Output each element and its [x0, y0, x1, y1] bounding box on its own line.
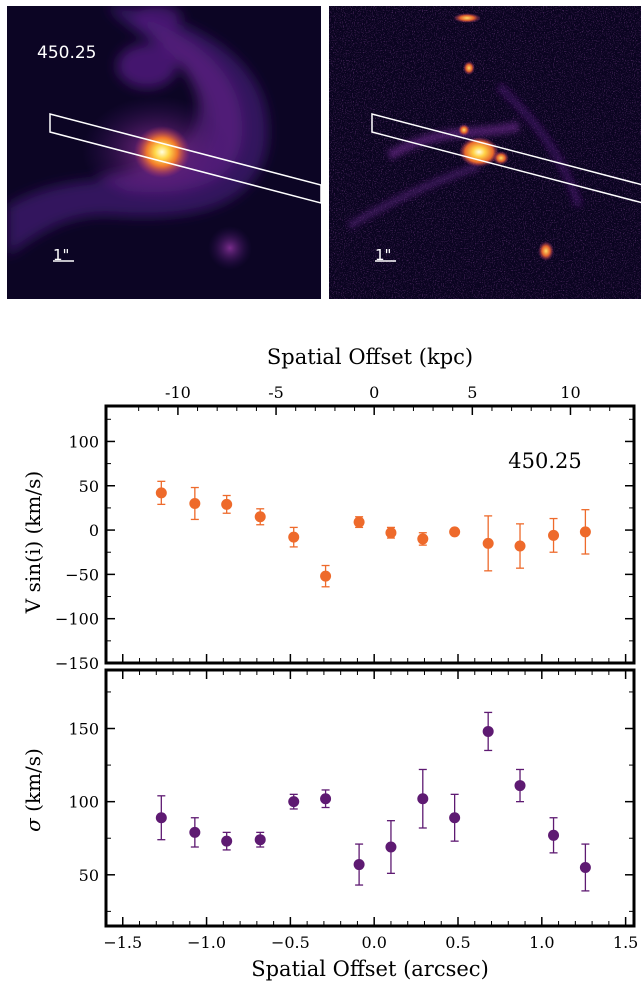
velocity-point	[155, 487, 167, 499]
dispersion-point	[320, 793, 332, 805]
scale-bar-label: 1"	[375, 246, 392, 264]
velocity-point	[482, 537, 494, 549]
knot-2	[458, 124, 470, 136]
velocity-point	[579, 526, 591, 538]
bottom-x-tick-label: −1.5	[103, 933, 142, 952]
velocity-point	[288, 531, 300, 543]
velocity-point	[320, 570, 332, 582]
dispersion-panel: 50 100 150 σ (km/s) −1.5 −1.0 −0.5 0.0 0.5 1.0 1…	[21, 668, 638, 981]
slit-outline	[371, 113, 641, 204]
bottom-x-axis-label: Spatial Offset (arcsec)	[251, 957, 489, 981]
dispersion-point	[482, 725, 494, 737]
velocity-y-tick-label: 100	[68, 432, 99, 451]
velocity-y-tick-label: −100	[55, 610, 99, 629]
arc-features	[346, 83, 583, 230]
bottom-x-tick-label: 1.5	[613, 933, 638, 952]
velocity-point	[353, 516, 365, 528]
velocity-y-tick-label: 0	[89, 521, 99, 540]
bottom-x-tick-label: −0.5	[271, 933, 310, 952]
galaxy-image-left	[7, 6, 321, 299]
galaxy-image-right	[329, 6, 641, 299]
velocity-point	[514, 540, 526, 552]
top-x-tick-label: -5	[268, 383, 284, 402]
dispersion-series	[155, 711, 591, 892]
velocity-point	[548, 529, 560, 541]
image-panel-broadband: 450.25 1"	[7, 6, 321, 299]
top-x-tick-label: 0	[369, 383, 379, 402]
dispersion-point	[385, 841, 397, 853]
arc-top	[453, 13, 481, 23]
velocity-point	[417, 533, 429, 545]
dispersion-point	[514, 780, 526, 792]
dispersion-frame	[104, 668, 636, 928]
slit-outline	[49, 113, 321, 204]
scale-bar-label: 1"	[53, 246, 70, 264]
dispersion-point	[449, 812, 461, 824]
knot-1	[493, 151, 509, 165]
dispersion-point	[417, 793, 429, 805]
dispersion-y-tick-label: 50	[79, 866, 99, 885]
dispersion-y-axis-label: σ (km/s)	[21, 748, 45, 832]
velocity-y-tick-label: −50	[65, 565, 99, 584]
image-panel-line-map: 1"	[329, 6, 641, 299]
dispersion-y-tick-label: 150	[68, 720, 99, 739]
dispersion-point	[288, 796, 300, 808]
velocity-point	[449, 526, 461, 538]
dispersion-point	[189, 826, 201, 838]
velocity-series	[155, 480, 591, 588]
galaxy-core	[134, 126, 190, 178]
velocity-y-tick-label: −150	[55, 654, 99, 673]
dispersion-point	[155, 812, 167, 824]
velocity-y-axis-label: V sin(i) (km/s)	[21, 471, 45, 614]
bottom-x-tick-label: −1.0	[187, 933, 226, 952]
velocity-panel: Spatial Offset (kpc) -10 -5 0 5 10 450.25 −1…	[21, 345, 636, 673]
bottom-x-tick-label: 0.5	[445, 933, 470, 952]
velocity-point	[254, 511, 266, 523]
velocity-point	[189, 497, 201, 509]
dispersion-point	[548, 829, 560, 841]
companion-blob	[208, 226, 252, 270]
kinematics-plot: Spatial Offset (kpc) -10 -5 0 5 10 450.25 −1…	[21, 345, 638, 981]
dispersion-point	[221, 835, 233, 847]
image-label: 450.25	[37, 43, 97, 63]
velocity-y-tick-label: 50	[79, 477, 99, 496]
top-x-ticks: -10 -5 0 5 10	[138, 383, 611, 415]
velocity-point	[221, 498, 233, 510]
bottom-x-ticks: −1.5 −1.0 −0.5 0.0 0.5 1.0 1.5	[103, 670, 638, 952]
top-x-tick-label: 10	[560, 383, 580, 402]
chart-annotation: 450.25	[508, 449, 581, 473]
dispersion-point	[579, 861, 591, 873]
top-x-axis-label: Spatial Offset (kpc)	[267, 345, 473, 369]
knot-4	[538, 241, 554, 261]
velocity-y-ticks: −150 −100 −50 0 50 100	[55, 418, 634, 673]
knot-3	[463, 61, 475, 75]
velocity-frame	[104, 404, 636, 665]
dispersion-point	[353, 859, 365, 871]
bottom-x-tick-label: 1.0	[529, 933, 554, 952]
top-x-tick-label: 5	[467, 383, 477, 402]
dispersion-y-ticks: 50 100 150	[68, 691, 634, 912]
bottom-x-tick-label: 0.0	[361, 933, 386, 952]
dispersion-point	[254, 834, 266, 846]
top-x-tick-label: -10	[165, 383, 191, 402]
dispersion-y-tick-label: 100	[68, 793, 99, 812]
velocity-point	[385, 527, 397, 539]
